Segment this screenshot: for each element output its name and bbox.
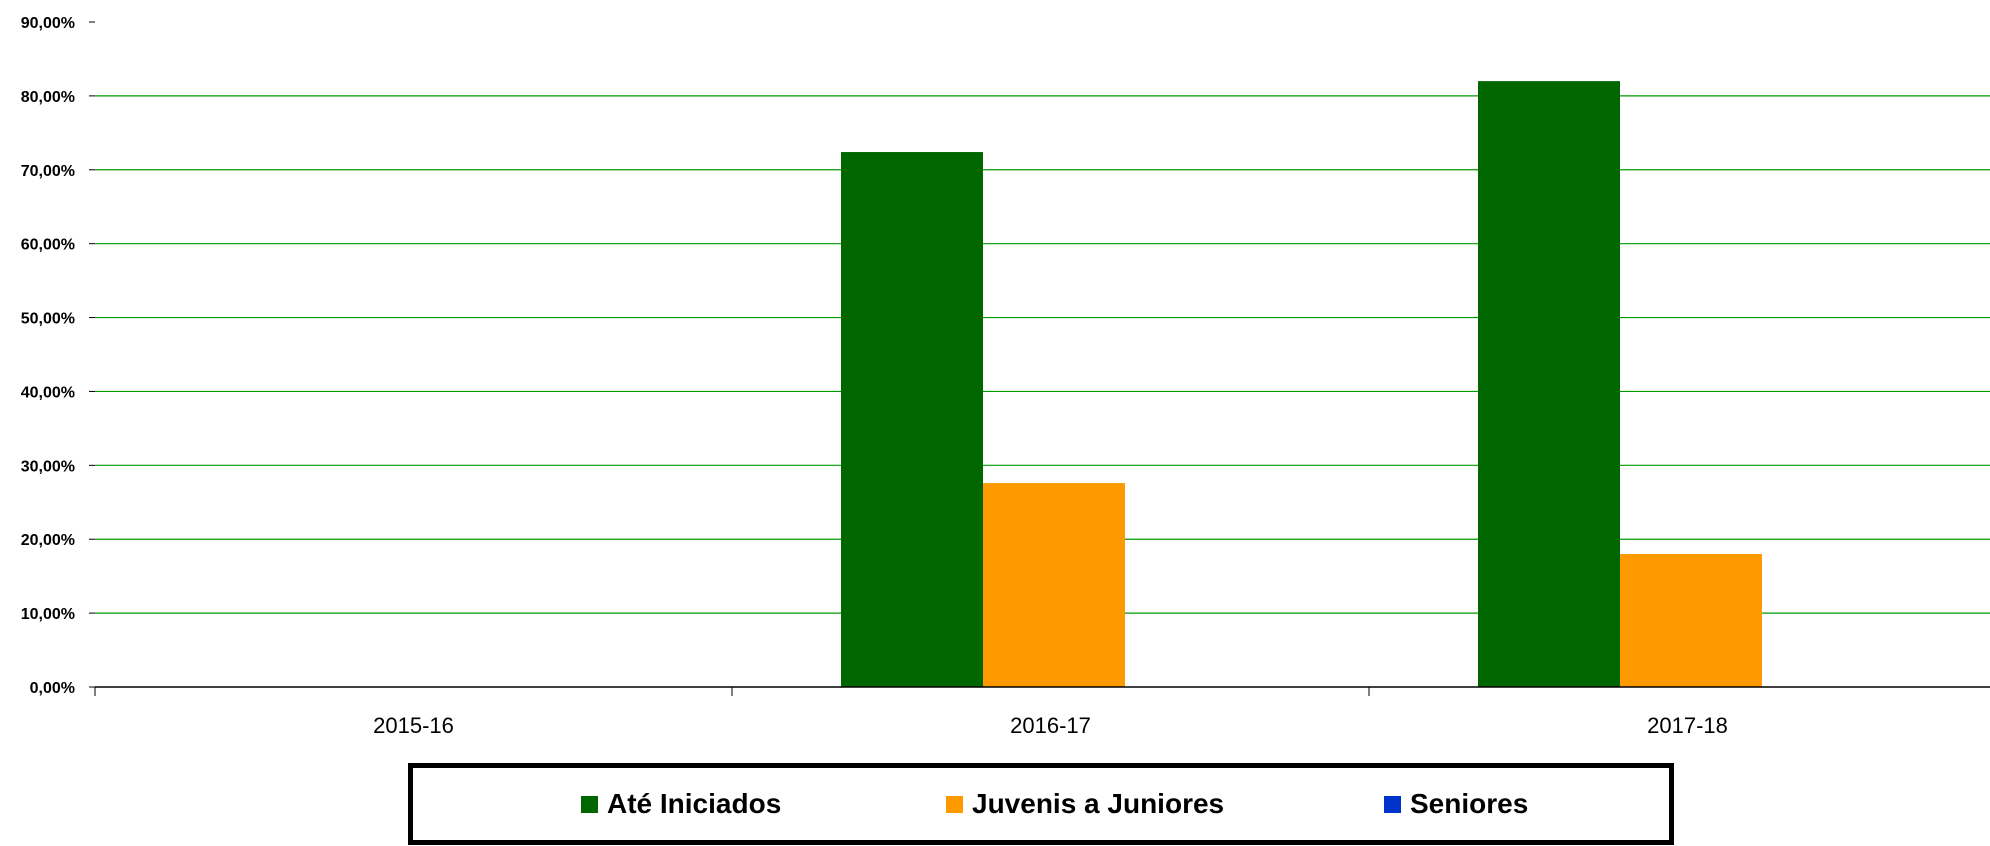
x-axis-ticks: 2015-16 2016-17 2017-18 xyxy=(94,687,1728,738)
legend-swatch-seniores xyxy=(1384,795,1401,813)
y-tick-label: 40,00% xyxy=(21,384,75,401)
legend-item-ate-iniciados: Até Iniciados xyxy=(581,768,781,840)
x-tick-label: 2017-18 xyxy=(1647,713,1728,738)
y-tick-label: 0,00% xyxy=(30,680,75,697)
gridlines xyxy=(95,95,1990,614)
y-axis-ticks: 0,00% 10,00% 20,00% 30,00% 40,00% 50,00% 60,00… xyxy=(21,15,95,697)
chart-legend: Até Iniciados Juvenis a Juniores Seniore… xyxy=(408,763,1674,845)
legend-label-ate-iniciados: Até Iniciados xyxy=(607,788,782,819)
y-tick-label: 90,00% xyxy=(21,15,75,32)
y-tick-label: 20,00% xyxy=(21,532,75,549)
y-tick-label: 30,00% xyxy=(21,458,75,475)
bar xyxy=(1620,554,1762,687)
legend-swatch-ate-iniciados xyxy=(581,795,598,813)
bar xyxy=(983,483,1125,687)
y-tick-label: 10,00% xyxy=(21,606,75,623)
bar xyxy=(1478,81,1620,688)
y-tick-label: 80,00% xyxy=(21,89,75,106)
x-tick-label: 2016-17 xyxy=(1010,713,1091,738)
legend-label-juvenis-a-juniores: Juvenis a Juniores xyxy=(972,788,1225,819)
x-tick-label: 2015-16 xyxy=(373,713,454,738)
bars xyxy=(841,81,1762,688)
legend-item-juvenis-a-juniores: Juvenis a Juniores xyxy=(946,768,1224,840)
legend-item-seniores: Seniores xyxy=(1384,768,1528,840)
legend-swatch-juvenis-a-juniores xyxy=(946,795,963,813)
y-tick-label: 50,00% xyxy=(21,311,75,328)
bar xyxy=(841,152,983,688)
y-tick-label: 70,00% xyxy=(21,163,75,180)
legend-label-seniores: Seniores xyxy=(1410,788,1529,819)
y-tick-label: 60,00% xyxy=(21,237,75,254)
